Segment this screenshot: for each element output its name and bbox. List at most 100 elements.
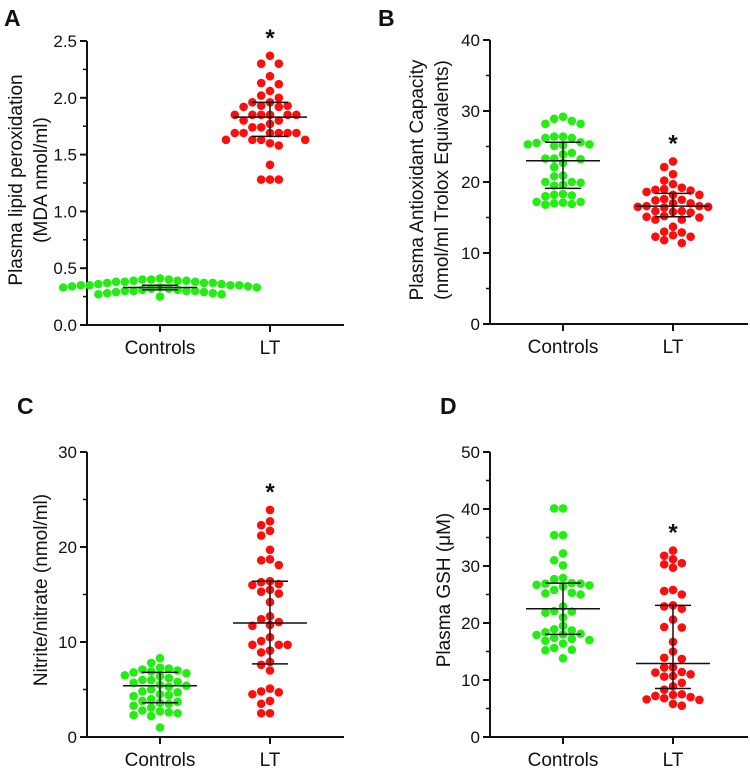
data-point	[146, 284, 156, 293]
data-point	[549, 633, 559, 643]
data-point	[239, 128, 248, 138]
data-point	[541, 177, 550, 187]
data-point	[234, 280, 244, 290]
data-point	[549, 172, 559, 181]
data-point	[146, 658, 156, 668]
data-point	[164, 699, 174, 709]
x-tick-label: Controls	[125, 750, 196, 767]
data-point	[686, 692, 695, 702]
data-point	[558, 530, 568, 540]
data-point	[532, 580, 541, 590]
significance-marker: *	[668, 130, 678, 157]
x-tick-label: LT	[260, 750, 281, 767]
significance-marker: *	[265, 479, 275, 506]
panel-a: A 0.0 0.5 1.0 1.5 2.0 2.5 Plasma lipid peroxida…	[4, 5, 344, 359]
data-point	[239, 116, 248, 125]
data-point	[256, 520, 266, 530]
data-point	[659, 653, 669, 663]
data-point	[256, 587, 266, 596]
data-point	[659, 622, 669, 632]
data-point	[274, 688, 284, 697]
y-tick-label: 40	[461, 500, 480, 519]
x-tick-label: Controls	[528, 337, 599, 358]
data-point	[256, 78, 266, 88]
data-point	[265, 51, 275, 61]
data-point	[111, 277, 121, 287]
data-point	[576, 119, 585, 129]
data-point	[567, 634, 577, 644]
y-axis-label: Plasma GSH (μM)	[434, 513, 455, 668]
data-point	[85, 280, 94, 290]
data-point	[567, 626, 577, 635]
data-point	[567, 191, 577, 200]
data-point	[677, 667, 687, 677]
data-point	[190, 277, 200, 287]
data-point	[256, 59, 266, 69]
data-point	[146, 694, 156, 704]
panel-letter: C	[17, 393, 34, 419]
data-point	[659, 693, 669, 703]
y-tick-label: 30	[58, 443, 77, 462]
y-axis-label: Nitrite/nitrate (nmol/ml)	[31, 494, 52, 686]
y-tick-label: 1.5	[53, 146, 77, 165]
data-point	[265, 138, 275, 148]
data-point	[677, 654, 687, 664]
data-point	[230, 128, 240, 138]
data-point	[256, 577, 266, 587]
data-point	[668, 169, 678, 179]
data-point	[173, 697, 182, 707]
data-point	[265, 545, 275, 555]
data-point	[558, 573, 568, 583]
y-tick-label: 30	[461, 102, 480, 121]
data-point	[686, 670, 695, 679]
data-point	[265, 86, 275, 96]
data-point	[541, 154, 550, 163]
data-point	[256, 101, 266, 111]
panel-c: C 0 10 20 30 Nitrite/nitrate (nmol/ml) Control…	[17, 393, 344, 771]
data-point	[659, 672, 669, 681]
data-point	[256, 699, 266, 709]
data-point	[567, 133, 577, 143]
data-point	[102, 278, 112, 288]
y-tick-label: 20	[58, 538, 77, 557]
y-tick-label: 50	[461, 443, 480, 462]
panel-letter: B	[378, 5, 395, 31]
data-point	[541, 133, 550, 143]
data-point	[265, 684, 275, 693]
data-point	[67, 282, 77, 291]
data-point	[190, 286, 200, 296]
data-point	[58, 283, 68, 292]
data-point	[173, 708, 182, 718]
group-controls	[58, 274, 262, 301]
data-point	[129, 286, 138, 296]
data-point	[541, 200, 550, 210]
data-point	[541, 589, 550, 598]
x-tick-label: LT	[663, 337, 684, 358]
data-point	[199, 278, 209, 288]
data-point	[523, 140, 533, 149]
data-point	[265, 160, 275, 170]
data-point	[651, 668, 660, 677]
data-point	[164, 690, 174, 700]
y-tick-label: 0.5	[53, 259, 77, 278]
data-point	[138, 706, 147, 715]
data-point	[677, 689, 687, 699]
data-point	[274, 79, 284, 89]
data-point	[217, 279, 226, 289]
data-point	[677, 558, 687, 568]
data-point	[585, 140, 594, 149]
data-point	[558, 639, 568, 648]
data-point	[120, 286, 130, 296]
data-point	[239, 102, 248, 112]
data-point	[576, 197, 585, 207]
data-point	[173, 688, 182, 697]
data-point	[677, 206, 687, 216]
data-point	[541, 119, 550, 129]
data-point	[677, 701, 687, 710]
data-point	[164, 708, 174, 717]
data-point	[549, 585, 559, 595]
data-point	[567, 148, 577, 158]
data-point	[532, 197, 541, 207]
data-point	[274, 560, 284, 570]
